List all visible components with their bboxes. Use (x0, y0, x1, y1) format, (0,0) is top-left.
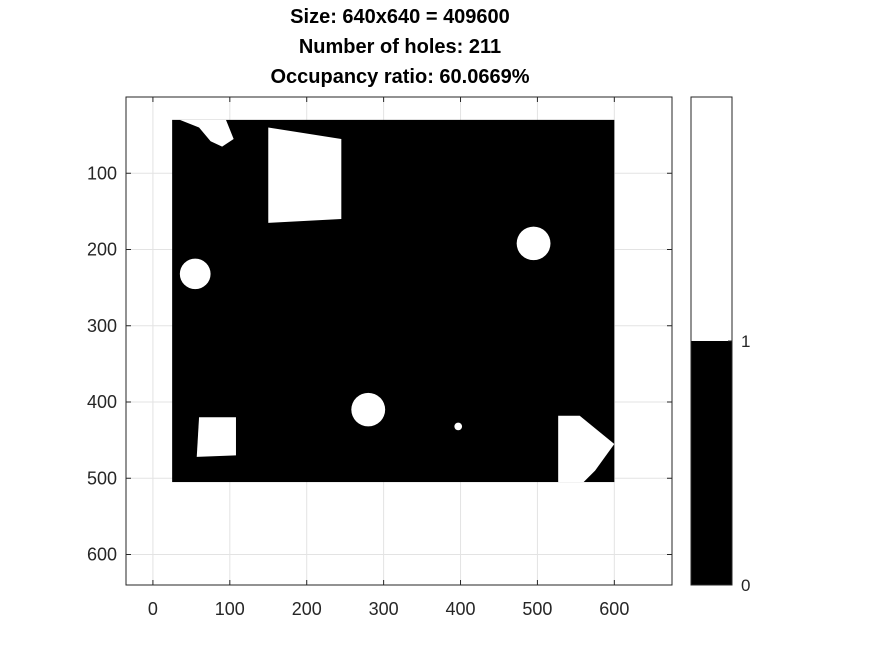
y-tick-label: 200 (87, 240, 117, 260)
free-region-polygon (268, 127, 342, 223)
plot-area: 0 100 200 300 400 500 600 100 200 300 400 500 600 (87, 96, 673, 619)
free-region-polygon (196, 417, 236, 457)
x-tick-label: 300 (369, 599, 399, 619)
colorbar-tick-label: 1 (741, 332, 750, 351)
colorbar-segment (691, 97, 732, 341)
chart-title-line-3: Occupancy ratio: 60.0669% (270, 66, 530, 88)
free-region-circle (179, 258, 211, 290)
x-tick-label: 100 (215, 599, 245, 619)
free-region-circle (516, 226, 551, 261)
x-tick-label: 0 (148, 599, 158, 619)
x-tick-label: 400 (445, 599, 475, 619)
x-tick-label: 600 (599, 599, 629, 619)
free-region-polygon (558, 415, 615, 483)
free-region-polygon (179, 119, 234, 147)
y-tick-label: 600 (87, 545, 117, 565)
chart-title-line-1: Size: 640x640 = 409600 (290, 6, 510, 28)
x-tick-label: 200 (292, 599, 322, 619)
y-tick-label: 100 (87, 163, 117, 183)
free-region-circle (454, 422, 463, 431)
colorbar: 01 (690, 96, 750, 595)
colorbar-segment (691, 341, 732, 585)
y-tick-label: 300 (87, 316, 117, 336)
free-region-circle (351, 392, 386, 427)
colorbar-tick-label: 0 (741, 576, 750, 595)
y-tick-label: 400 (87, 392, 117, 412)
occupied-region (172, 119, 615, 483)
chart-title-line-2: Number of holes: 211 (298, 36, 502, 58)
x-tick-label: 500 (522, 599, 552, 619)
axes-box (125, 96, 673, 586)
y-tick-label: 500 (87, 468, 117, 488)
